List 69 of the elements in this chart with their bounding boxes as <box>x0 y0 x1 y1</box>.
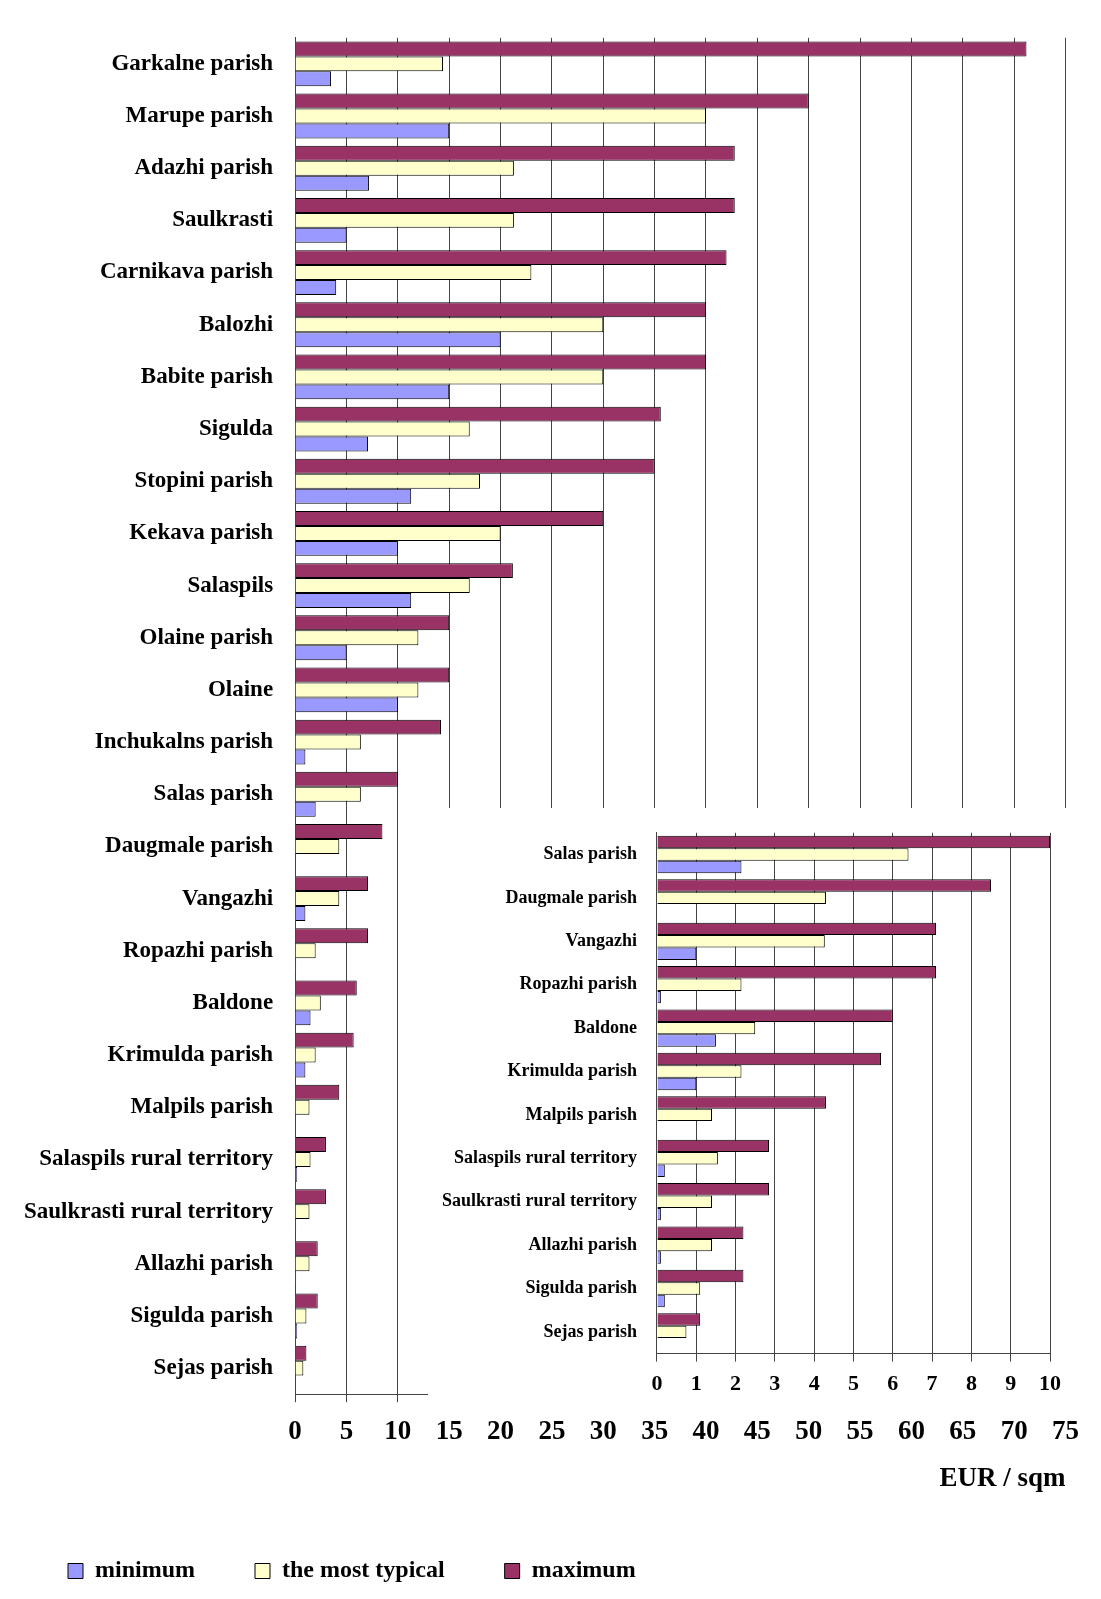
y-tick-label: Carnikava parish <box>99 258 274 284</box>
x-tick-label: 40 <box>692 1415 720 1446</box>
y-tick-label: Salaspils <box>187 571 274 597</box>
y-tick-label: Salas parish <box>153 780 274 806</box>
y-tick-label: Allazhi parish <box>528 1233 637 1254</box>
y-tick-label: Salaspils rural territory <box>39 1145 274 1171</box>
y-tick-label: Sigulda <box>198 415 274 441</box>
x-tick-label: 0 <box>288 1415 302 1446</box>
legend-label: the most typical <box>282 1556 445 1583</box>
x-tick-label: 5 <box>339 1415 354 1446</box>
y-tick-label: Salaspils rural territory <box>453 1146 637 1167</box>
y-tick-label: Sigulda parish <box>130 1301 274 1327</box>
y-tick-label: Adazhi parish <box>134 154 274 180</box>
x-tick-label: 8 <box>965 1370 977 1396</box>
x-tick-label: 25 <box>538 1415 566 1446</box>
y-tick-label: Baldone <box>573 1016 637 1037</box>
y-tick-label: Babite parish <box>140 362 274 388</box>
y-tick-label: Ropazhi parish <box>519 973 637 994</box>
x-axis-title: EUR / sqm <box>939 1461 1066 1492</box>
x-tick-label: 65 <box>949 1415 977 1446</box>
y-tick-label: Malpils parish <box>130 1093 274 1119</box>
x-tick-label: 75 <box>1052 1415 1079 1446</box>
y-tick-label: Baldone <box>192 988 274 1014</box>
x-tick-label: 50 <box>795 1415 823 1446</box>
y-tick-label: Salas parish <box>543 843 637 864</box>
x-tick-label: 60 <box>897 1415 925 1446</box>
y-tick-label: Saulkrasti rural territory <box>441 1190 637 1211</box>
y-tick-label: Olaine parish <box>139 623 274 649</box>
x-tick-label: 10 <box>1039 1370 1061 1396</box>
x-tick-label: 0 <box>651 1370 663 1396</box>
x-tick-label: 35 <box>641 1415 669 1446</box>
y-tick-label: Sejas parish <box>153 1354 274 1380</box>
y-tick-label: Saulkrasti <box>172 206 274 232</box>
legend-label: maximum <box>531 1556 636 1583</box>
y-tick-label: Daugmale parish <box>105 832 274 858</box>
y-tick-label: Olaine <box>207 675 274 701</box>
y-tick-label: Kekava parish <box>129 519 274 545</box>
x-tick-label: 9 <box>1005 1370 1017 1396</box>
x-tick-label: 10 <box>384 1415 412 1446</box>
y-tick-label: Sigulda parish <box>525 1277 637 1298</box>
x-tick-label: 30 <box>589 1415 617 1446</box>
y-tick-label: Krimulda parish <box>107 1041 274 1067</box>
y-tick-label: Vangazhi <box>181 884 274 910</box>
x-tick-label: 70 <box>1000 1415 1028 1446</box>
x-tick-label: 2 <box>730 1370 742 1396</box>
x-tick-label: 3 <box>769 1370 781 1396</box>
y-tick-label: Daugmale parish <box>505 886 637 907</box>
y-tick-label: Inchukalns parish <box>94 728 274 754</box>
y-tick-label: Ropazhi parish <box>122 936 274 962</box>
x-tick-label: 4 <box>808 1370 820 1396</box>
x-tick-label: 55 <box>846 1415 874 1446</box>
y-tick-label: Balozhi <box>198 310 274 336</box>
y-tick-label: Marupe parish <box>125 101 274 127</box>
y-tick-label: Allazhi parish <box>134 1249 274 1275</box>
x-tick-label: 15 <box>435 1415 463 1446</box>
y-tick-label: Garkalne parish <box>111 49 274 75</box>
y-tick-label: Krimulda parish <box>507 1060 637 1081</box>
x-tick-label: 1 <box>690 1370 702 1396</box>
x-tick-label: 20 <box>487 1415 515 1446</box>
x-tick-label: 5 <box>847 1370 859 1396</box>
x-tick-label: 6 <box>887 1370 899 1396</box>
legend-label: minimum <box>95 1556 196 1583</box>
x-tick-label: 45 <box>743 1415 771 1446</box>
y-tick-label: Saulkrasti rural territory <box>23 1197 274 1223</box>
y-tick-label: Vangazhi <box>565 929 637 950</box>
y-tick-label: Stopini parish <box>134 467 274 493</box>
x-tick-label: 7 <box>926 1370 938 1396</box>
y-tick-label: Sejas parish <box>543 1320 637 1341</box>
y-tick-label: Malpils parish <box>525 1103 637 1124</box>
